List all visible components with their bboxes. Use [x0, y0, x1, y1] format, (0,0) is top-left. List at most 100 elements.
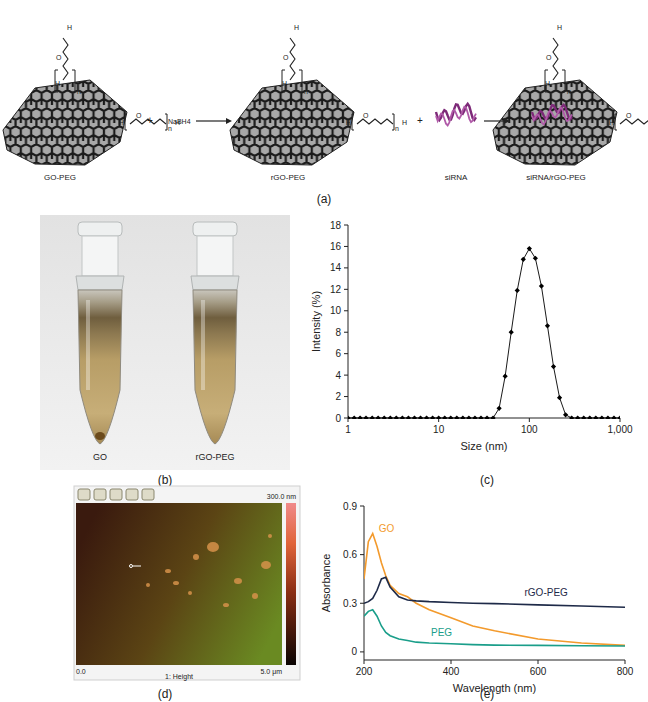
data-point: [503, 374, 508, 379]
y-tick: [344, 289, 348, 290]
graphene-sheet: [230, 80, 354, 165]
data-point: [539, 284, 544, 289]
cap-body: [197, 236, 233, 276]
particle: [165, 569, 171, 573]
label: 0.0: [76, 668, 86, 675]
x-axis-label: Wavelength (nm): [453, 682, 536, 694]
label: +: [417, 115, 423, 126]
data-point: [352, 415, 357, 419]
data-point: [581, 415, 586, 419]
tube-liquid: [78, 290, 122, 444]
data-point: [497, 406, 502, 411]
data-point: [348, 415, 351, 419]
y-tick-label: 0.3: [343, 598, 357, 609]
label: O: [283, 54, 289, 61]
cap: [78, 222, 122, 236]
x-tick-label: 10: [433, 424, 445, 435]
particle: [146, 583, 150, 587]
label: rGO-PEG: [271, 173, 306, 182]
data-point: [454, 415, 459, 419]
peg-bracket: [282, 70, 302, 92]
label: H: [346, 119, 351, 126]
y-tick-label: 0: [335, 413, 341, 424]
label: siRNA: [445, 173, 468, 182]
label: H: [557, 24, 562, 31]
particle: [252, 593, 258, 599]
afm-frame: [74, 486, 300, 680]
y-tick: [344, 267, 348, 268]
y-tick-label: 12: [330, 284, 342, 295]
label: n: [567, 88, 571, 95]
chart: 20040060080000.30.60.9Wavelength (nm)Abs…: [320, 501, 634, 695]
tool-icon: [142, 489, 154, 500]
data-point: [515, 288, 520, 293]
label: 5.0 μm: [260, 668, 282, 676]
color-bar: [286, 503, 296, 665]
peg-bracket: [545, 70, 565, 92]
label: H: [294, 24, 299, 31]
y-tick: [344, 418, 348, 419]
y-tick-label: 8: [335, 327, 341, 338]
label: O: [626, 112, 632, 119]
x-tick-label: 200: [356, 666, 373, 677]
arrowhead: [226, 118, 232, 124]
data-point: [563, 412, 568, 417]
y-tick: [344, 396, 348, 397]
data-point: [448, 415, 453, 419]
label: O: [363, 112, 369, 119]
particle: [188, 591, 192, 595]
x-tick-label: 800: [617, 666, 634, 677]
sirna-strand: [436, 107, 476, 126]
series-label: PEG: [431, 627, 452, 638]
rim: [76, 276, 124, 290]
label: O: [136, 112, 142, 119]
highlight: [201, 300, 205, 390]
y-tick: [344, 310, 348, 311]
tool-icon: [126, 489, 138, 500]
data-point: [388, 415, 393, 419]
data-point: [605, 415, 610, 419]
y-tick: [344, 353, 348, 354]
y-tick-label: 4: [335, 370, 341, 381]
y-tick: [360, 603, 364, 604]
peg-chain: [63, 38, 68, 80]
label: (d): [158, 687, 173, 701]
data-point: [424, 415, 429, 419]
data-point: [599, 415, 604, 419]
y-tick: [360, 554, 364, 555]
label: 1: Height: [165, 673, 193, 681]
data-point: [418, 415, 423, 419]
label: (b): [158, 473, 173, 487]
x-tick: [451, 660, 452, 664]
y-axis-label: Absorbance: [320, 554, 332, 613]
afm: 300.0 nm0.05.0 μm1: Height: [74, 486, 300, 681]
cap: [193, 222, 237, 236]
sirna-strand: [532, 108, 572, 125]
data-point: [587, 415, 592, 419]
photo-bg: [40, 215, 290, 470]
y-tick-label: 18: [330, 220, 342, 231]
data-point: [490, 415, 495, 419]
peg-bracket: [352, 114, 394, 130]
peg-bracket: [125, 114, 167, 130]
data-point: [478, 415, 483, 419]
data-point: [442, 415, 447, 419]
arrow: [196, 120, 226, 121]
graphene-sheet: [493, 80, 617, 165]
series-line: [364, 534, 625, 646]
label: (e): [480, 687, 495, 701]
x-tick-label: 600: [530, 666, 547, 677]
particle: [173, 581, 179, 585]
marker: [133, 566, 141, 567]
data-point: [617, 415, 620, 419]
label: +: [147, 115, 153, 126]
schematic: OnHHHOnHOnHHHOnHOnHHHOnH++NaBH4GO-PEGrGO…: [3, 24, 648, 182]
tool-icon: [94, 489, 106, 500]
x-tick: [364, 660, 365, 664]
label: H: [55, 80, 60, 87]
data-point: [436, 415, 441, 419]
label: NaBH4: [168, 118, 191, 125]
particle: [207, 542, 219, 552]
data-point: [466, 415, 471, 419]
peg-chain: [620, 119, 648, 124]
